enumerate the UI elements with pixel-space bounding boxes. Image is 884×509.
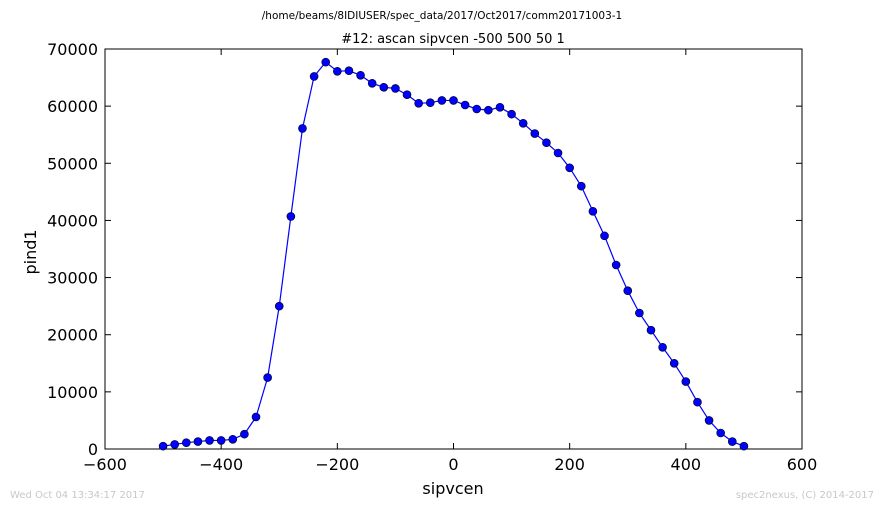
y-tick-label: 10000 xyxy=(47,383,98,402)
series-line xyxy=(162,61,745,447)
data-point xyxy=(553,148,563,158)
y-tick-label: 40000 xyxy=(47,211,98,230)
x-tick-label: 0 xyxy=(448,455,458,474)
y-tick-label: 30000 xyxy=(47,269,98,288)
x-tick-label: −600 xyxy=(83,455,127,474)
data-point xyxy=(402,90,412,100)
data-point xyxy=(309,72,319,81)
x-tick-label: 400 xyxy=(671,455,702,474)
data-point xyxy=(460,100,470,110)
data-point xyxy=(588,206,598,216)
data-point xyxy=(182,438,191,448)
series-layer xyxy=(158,57,749,451)
data-point xyxy=(518,118,528,128)
data-point xyxy=(472,104,482,114)
data-point xyxy=(704,416,714,425)
data-point xyxy=(286,212,296,221)
data-point xyxy=(658,342,667,352)
data-point xyxy=(576,181,586,191)
data-point xyxy=(274,301,284,311)
y-tick-label: 70000 xyxy=(47,40,98,59)
data-point xyxy=(646,325,656,335)
data-point xyxy=(437,96,447,105)
data-point xyxy=(507,109,516,119)
data-point xyxy=(263,373,272,382)
data-point xyxy=(727,437,737,446)
data-point xyxy=(449,96,458,105)
data-point xyxy=(693,397,702,407)
y-axis-label: pind1 xyxy=(21,229,40,274)
data-point xyxy=(623,286,633,296)
data-point xyxy=(542,138,551,148)
y-tick-label: 0 xyxy=(88,440,98,459)
data-point xyxy=(414,98,423,108)
data-point xyxy=(716,428,725,438)
plot-frame xyxy=(104,48,803,450)
x-tick-label: 600 xyxy=(787,455,818,474)
data-point xyxy=(635,308,644,318)
data-point xyxy=(739,441,749,451)
data-point xyxy=(251,412,261,422)
y-tick-label: 20000 xyxy=(47,326,98,345)
data-point xyxy=(333,66,342,76)
x-axis: −600 −400 −200 0 200 400 600 xyxy=(83,49,817,474)
x-tick-label: 200 xyxy=(554,455,585,474)
data-point xyxy=(530,129,540,138)
data-point xyxy=(170,440,179,449)
x-tick-label: −200 xyxy=(315,455,359,474)
data-point xyxy=(321,57,331,67)
data-point xyxy=(611,260,621,270)
data-point xyxy=(379,82,389,92)
data-point xyxy=(681,377,691,386)
y-tick-label: 60000 xyxy=(47,97,98,116)
y-axis: 0 10000 20000 30000 40000 50000 60000 70000 xyxy=(47,40,802,459)
x-axis-label: sipvcen xyxy=(422,479,483,498)
data-point xyxy=(193,437,203,446)
data-point xyxy=(669,358,679,368)
data-point xyxy=(344,66,354,76)
footer-credit: spec2nexus, (C) 2014-2017 xyxy=(736,490,874,501)
x-tick-label: −400 xyxy=(199,455,243,474)
data-point xyxy=(228,434,238,444)
data-point xyxy=(565,163,574,173)
data-point xyxy=(205,436,214,445)
data-point xyxy=(367,78,377,88)
chart-suptitle: /home/beams/8IDIUSER/spec_data/2017/Oct2… xyxy=(262,10,622,22)
plot-area: −600 −400 −200 0 200 400 600 0 10000 20000 30000 4… xyxy=(47,40,817,474)
data-point xyxy=(484,105,493,115)
y-tick-label: 50000 xyxy=(47,154,98,173)
data-point xyxy=(391,84,400,93)
data-point xyxy=(298,124,307,133)
data-point xyxy=(240,429,249,439)
footer-timestamp: Wed Oct 04 13:34:17 2017 xyxy=(10,490,145,501)
data-point xyxy=(425,98,435,108)
data-point xyxy=(158,441,168,451)
data-point xyxy=(600,231,609,241)
data-point xyxy=(495,102,505,112)
data-point xyxy=(356,70,365,80)
chart-title: #12: ascan sipvcen -500 500 50 1 xyxy=(341,32,565,47)
